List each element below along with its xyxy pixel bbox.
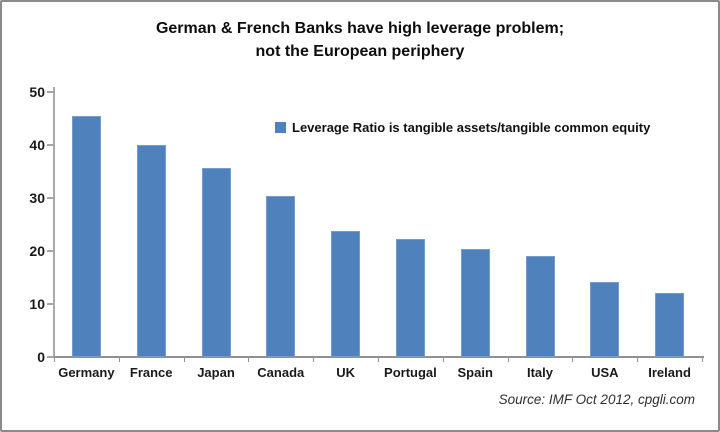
x-label-spain: Spain — [457, 365, 493, 380]
y-tick-0 — [47, 356, 54, 358]
x-label-usa: USA — [591, 365, 619, 380]
source-note: Source: IMF Oct 2012, cpgli.com — [498, 392, 695, 407]
x-tick-10 — [702, 358, 703, 362]
chart-title-line2: not the European periphery — [255, 43, 465, 60]
x-axis-line — [48, 356, 704, 358]
chart-title-line1: German & French Banks have high leverage… — [155, 20, 565, 37]
y-tick-label-30: 30 — [29, 190, 45, 206]
y-tick-20 — [47, 250, 54, 252]
x-tick-3 — [248, 358, 250, 362]
y-tick-40 — [47, 144, 54, 146]
bar-portugal — [395, 238, 425, 357]
x-tick-1 — [118, 358, 120, 362]
bar-ireland — [655, 293, 685, 357]
bar-france — [136, 145, 166, 357]
y-tick-label-10: 10 — [29, 296, 45, 312]
y-tick-label-20: 20 — [29, 243, 45, 259]
legend-swatch-icon — [275, 122, 286, 133]
x-label-italy: Italy — [526, 365, 553, 380]
bar-germany — [71, 115, 101, 357]
x-label-japan: Japan — [197, 365, 235, 380]
bar-canada — [266, 195, 296, 357]
x-tick-6 — [442, 358, 444, 362]
x-label-canada: Canada — [257, 365, 305, 380]
x-label-portugal: Portugal — [384, 365, 437, 380]
x-label-uk: UK — [336, 365, 355, 380]
bar-spain — [460, 248, 490, 357]
x-label-ireland: Ireland — [648, 365, 691, 380]
x-tick-5 — [378, 358, 379, 362]
y-tick-label-40: 40 — [29, 137, 45, 153]
y-tick-50 — [47, 91, 54, 93]
x-tick-4 — [313, 358, 315, 362]
legend-label: Leverage Ratio is tangible assets/tangib… — [292, 120, 651, 135]
x-label-germany: Germany — [58, 365, 115, 380]
y-axis-line — [53, 87, 55, 358]
y-tick-label-0: 0 — [37, 349, 45, 365]
legend: Leverage Ratio is tangible assets/tangib… — [275, 120, 650, 135]
y-tick-10 — [47, 303, 54, 305]
bar-japan — [201, 167, 231, 357]
x-tick-2 — [183, 358, 185, 362]
x-tick-7 — [507, 358, 509, 362]
x-tick-0 — [54, 358, 55, 362]
x-tick-8 — [572, 358, 574, 362]
x-label-france: France — [129, 365, 173, 380]
x-tick-9 — [637, 358, 639, 362]
chart-title: German & French Banks have high leverage… — [2, 17, 718, 63]
y-tick-label-50: 50 — [29, 84, 45, 100]
bar-usa — [590, 281, 620, 357]
bar-italy — [525, 255, 555, 357]
y-tick-30 — [47, 197, 54, 199]
bar-uk — [331, 230, 361, 357]
